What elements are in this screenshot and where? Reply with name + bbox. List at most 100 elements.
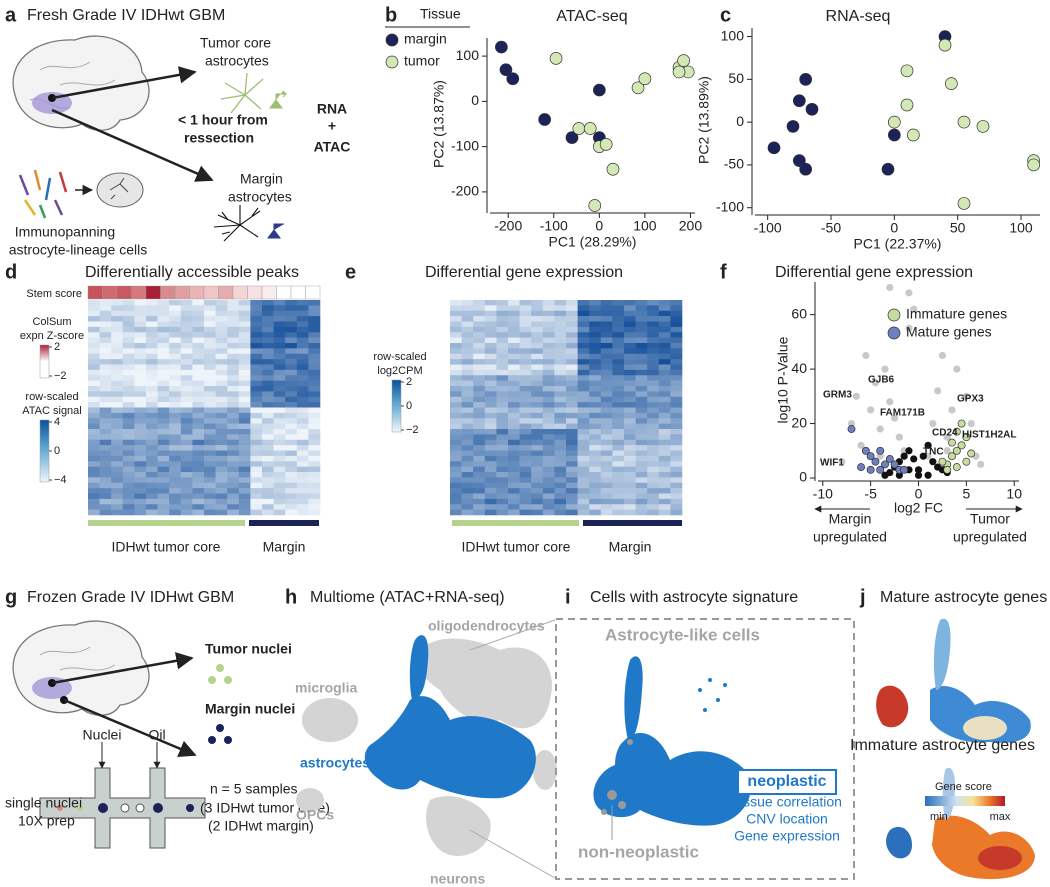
heatmap-cell <box>566 310 578 317</box>
heatmap-cell <box>146 418 158 424</box>
heatmap-cell <box>273 337 286 344</box>
heatmap-cell <box>542 461 555 467</box>
heatmap-cell <box>484 407 497 414</box>
label: single nuclei <box>5 795 82 811</box>
heatmap-cell <box>635 386 648 392</box>
heatmap-cell <box>122 353 135 360</box>
heatmap-cell <box>250 472 263 478</box>
heatmap-cell <box>450 488 462 494</box>
heatmap-cell <box>484 396 497 403</box>
heatmap-cell <box>589 310 602 317</box>
heatmap-cell <box>308 488 321 494</box>
heatmap-cell <box>192 386 205 392</box>
panel-title: Fresh Grade IV IDHwt GBM <box>27 7 225 24</box>
heatmap-cell <box>88 316 100 322</box>
colorbar-tick-label: −2 <box>406 424 419 436</box>
heatmap-cell <box>450 348 462 355</box>
heatmap-cell <box>88 396 100 403</box>
heatmap-cell <box>273 429 286 435</box>
heatmap-cell <box>122 504 135 510</box>
heatmap-cell <box>450 310 462 317</box>
heatmap-cell <box>600 412 613 419</box>
heatmap-cell <box>204 509 216 516</box>
heatmap-cell <box>658 482 671 489</box>
heatmap-cell <box>531 455 544 462</box>
heatmap-cell <box>566 332 578 338</box>
panel-letter: d <box>5 261 17 283</box>
heatmap-cell <box>296 321 309 328</box>
heatmap-cell <box>589 445 602 451</box>
colorbar-title: row-scaled <box>373 351 426 363</box>
point <box>786 120 800 133</box>
heatmap-cell <box>308 455 321 462</box>
heatmap-cell <box>473 332 486 338</box>
heatmap-cell <box>111 461 124 467</box>
heatmap-cell <box>624 386 636 392</box>
heatmap-cell <box>554 418 567 424</box>
heatmap-cell <box>624 412 636 419</box>
heatmap-cell <box>122 343 135 349</box>
heatmap-cell <box>554 380 567 387</box>
heatmap-cell <box>238 300 251 306</box>
heatmap-cell <box>450 412 462 419</box>
heatmap-cell <box>519 488 532 494</box>
stem-cell <box>247 285 263 300</box>
heatmap-cell <box>227 445 240 451</box>
heatmap-cell <box>519 455 532 462</box>
heatmap-cell <box>262 493 274 500</box>
heatmap-cell <box>180 348 193 355</box>
heatmap-cell <box>647 472 660 478</box>
heatmap-cell <box>508 407 520 414</box>
heatmap-cell <box>519 509 532 516</box>
y-tick-label: -100 <box>716 198 744 214</box>
heatmap-cell <box>531 386 544 392</box>
heatmap-cell <box>461 423 474 430</box>
heatmap-cell <box>192 316 205 322</box>
point <box>938 38 952 52</box>
heatmap-cell <box>473 353 486 360</box>
heatmap-cell <box>508 482 520 489</box>
heatmap-cell <box>577 412 590 419</box>
heatmap-cell <box>88 498 100 505</box>
heatmap-cell <box>670 348 683 355</box>
heatmap-cell <box>484 332 497 338</box>
heatmap-cell <box>531 348 544 355</box>
heatmap-cell <box>473 472 486 478</box>
heatmap-cell <box>88 434 100 441</box>
heatmap-cell <box>531 429 544 435</box>
heatmap-cell <box>577 343 590 349</box>
heatmap-cell <box>227 326 240 333</box>
heatmap-cell <box>227 321 240 328</box>
heatmap-cell <box>450 316 462 322</box>
heatmap-cell <box>250 488 263 494</box>
arrow <box>63 698 197 757</box>
heatmap-cell <box>250 391 263 398</box>
heatmap-cell <box>111 332 124 338</box>
y-axis-label: PC2 (13.89%) <box>696 76 712 164</box>
colorbar-title: expn Z-score <box>20 330 84 342</box>
heatmap-cell <box>635 418 648 424</box>
heatmap-cell <box>157 391 170 398</box>
heatmap-cell <box>589 418 602 424</box>
heatmap-cell <box>273 364 286 371</box>
heatmap-cell <box>484 418 497 424</box>
colorbar-tick-label: 2 <box>406 376 412 388</box>
panel-g: g Frozen Grade IV IDHwt GBM Tumor nuclei… <box>5 586 330 849</box>
heatmap-cell <box>635 316 648 322</box>
heatmap-cell <box>647 466 660 473</box>
heatmap-cell <box>285 445 298 451</box>
heatmap-cell <box>146 504 158 510</box>
heatmap-cell <box>542 386 555 392</box>
heatmap-cell <box>554 445 567 451</box>
heatmap-cell <box>204 450 216 457</box>
heatmap-cell <box>99 418 112 424</box>
point <box>886 283 894 292</box>
heatmap-cell <box>508 402 520 408</box>
legend-marker <box>385 33 399 47</box>
heatmap-cell <box>169 396 182 403</box>
y-tick-label: -50 <box>724 156 744 172</box>
heatmap-cell <box>296 472 309 478</box>
heatmap-cell <box>519 359 532 365</box>
heatmap-cell <box>566 509 578 516</box>
heatmap-cell <box>88 509 100 516</box>
